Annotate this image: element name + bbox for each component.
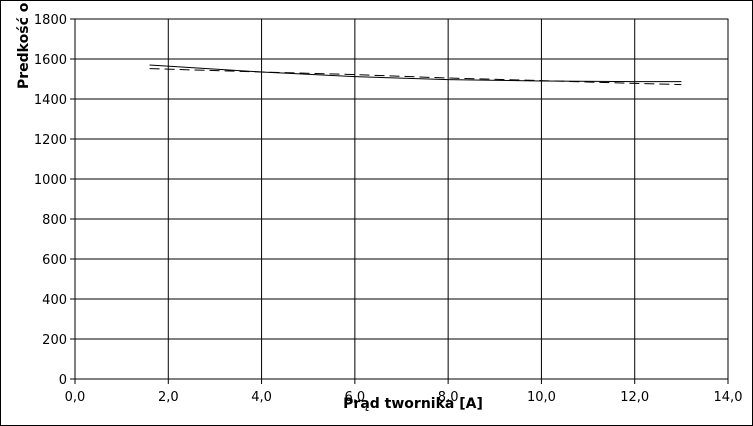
x-tick-label: 12,0 xyxy=(620,390,649,405)
y-tick-label: 600 xyxy=(42,253,67,268)
y-tick-label: 1600 xyxy=(34,53,67,68)
y-tick-label: 1800 xyxy=(34,13,67,28)
x-tick-label: 2,0 xyxy=(158,390,179,405)
y-tick-label: 800 xyxy=(42,213,67,228)
x-tick-label: 10,0 xyxy=(527,390,556,405)
plot-area xyxy=(74,18,729,380)
x-tick-label: 0,0 xyxy=(65,390,86,405)
x-axis-label: Prąd twornika [A] xyxy=(343,396,483,412)
solid-series-line xyxy=(149,64,682,83)
series-group xyxy=(149,64,682,86)
x-tick-label: 4,0 xyxy=(251,390,272,405)
x-tick-label: 14,0 xyxy=(714,390,743,405)
y-tick-label: 0 xyxy=(59,373,67,388)
grid xyxy=(70,18,729,384)
y-tick-label: 1400 xyxy=(34,93,67,108)
x-tick-label: 6,0 xyxy=(345,390,366,405)
y-tick-label: 1000 xyxy=(34,173,67,188)
y-axis-label: Predkość o xyxy=(16,2,32,89)
dashed-series-line xyxy=(149,68,682,86)
y-tick-label: 400 xyxy=(42,293,67,308)
x-tick-label: 8,0 xyxy=(438,390,459,405)
tick-labels: 0,0 2,0 4,0 6,0 8,0 10,0 12,0 14,0 0 200 400 600 800… xyxy=(34,13,743,405)
y-tick-label: 1200 xyxy=(34,133,67,148)
y-tick-label: 200 xyxy=(42,333,67,348)
